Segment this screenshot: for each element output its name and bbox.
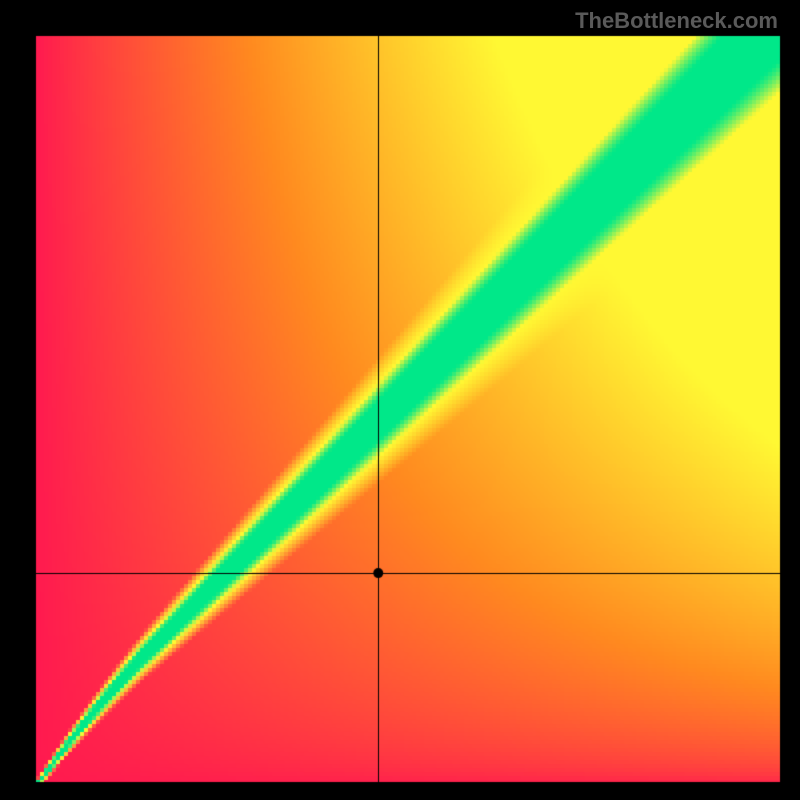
chart-container: TheBottleneck.com	[0, 0, 800, 800]
watermark-text: TheBottleneck.com	[575, 8, 778, 34]
bottleneck-heatmap	[0, 0, 800, 800]
